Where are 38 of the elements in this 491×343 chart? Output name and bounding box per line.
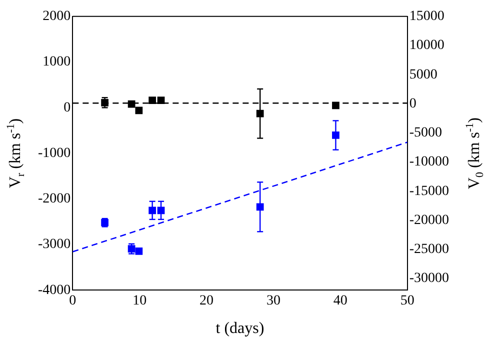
y-axis-title: Vr (km s-1) [4, 118, 27, 188]
y-tick-label: 0 [64, 100, 71, 116]
point [135, 247, 143, 255]
y-tick-label: -1000 [38, 146, 71, 161]
point [157, 206, 165, 214]
point [256, 203, 264, 211]
point [101, 98, 108, 106]
point [128, 245, 136, 253]
point [332, 132, 340, 139]
x-tick-label: 10 [132, 293, 147, 308]
y2-axis-title: V0 (km s-1) [464, 118, 486, 190]
point [332, 102, 340, 110]
y2-tick-label: -5000 [409, 126, 442, 141]
point [148, 206, 156, 214]
point [157, 96, 165, 104]
y-tick-label: 2000 [42, 9, 71, 24]
y2-tick-label: 10000 [409, 38, 444, 54]
y2-tick-label: 0 [409, 96, 416, 112]
x-tick-label: 20 [200, 293, 214, 308]
x-tick-label: 30 [266, 293, 280, 308]
point [135, 106, 143, 114]
y2-tick-label: 15000 [409, 9, 444, 24]
point [128, 100, 136, 108]
x-axis-title: t (days) [216, 320, 264, 338]
y-tick-label: -3000 [38, 237, 71, 252]
y2-tick-label: -30000 [409, 271, 450, 286]
x-tick-label: 50 [400, 293, 414, 308]
y2-tick-label: -20000 [409, 212, 450, 228]
y2-tick-label: -25000 [409, 242, 450, 258]
x-tick-label: 40 [333, 293, 348, 308]
y2-tick-label: 5000 [409, 67, 438, 82]
y-tick-label: -4000 [38, 282, 71, 298]
y-tick-label: -2000 [38, 192, 71, 207]
point [256, 110, 264, 118]
y2-tick-label: -10000 [409, 154, 450, 170]
y2-tick-label: -15000 [409, 184, 450, 199]
point [148, 96, 156, 104]
y-tick-label: 1000 [42, 54, 71, 70]
